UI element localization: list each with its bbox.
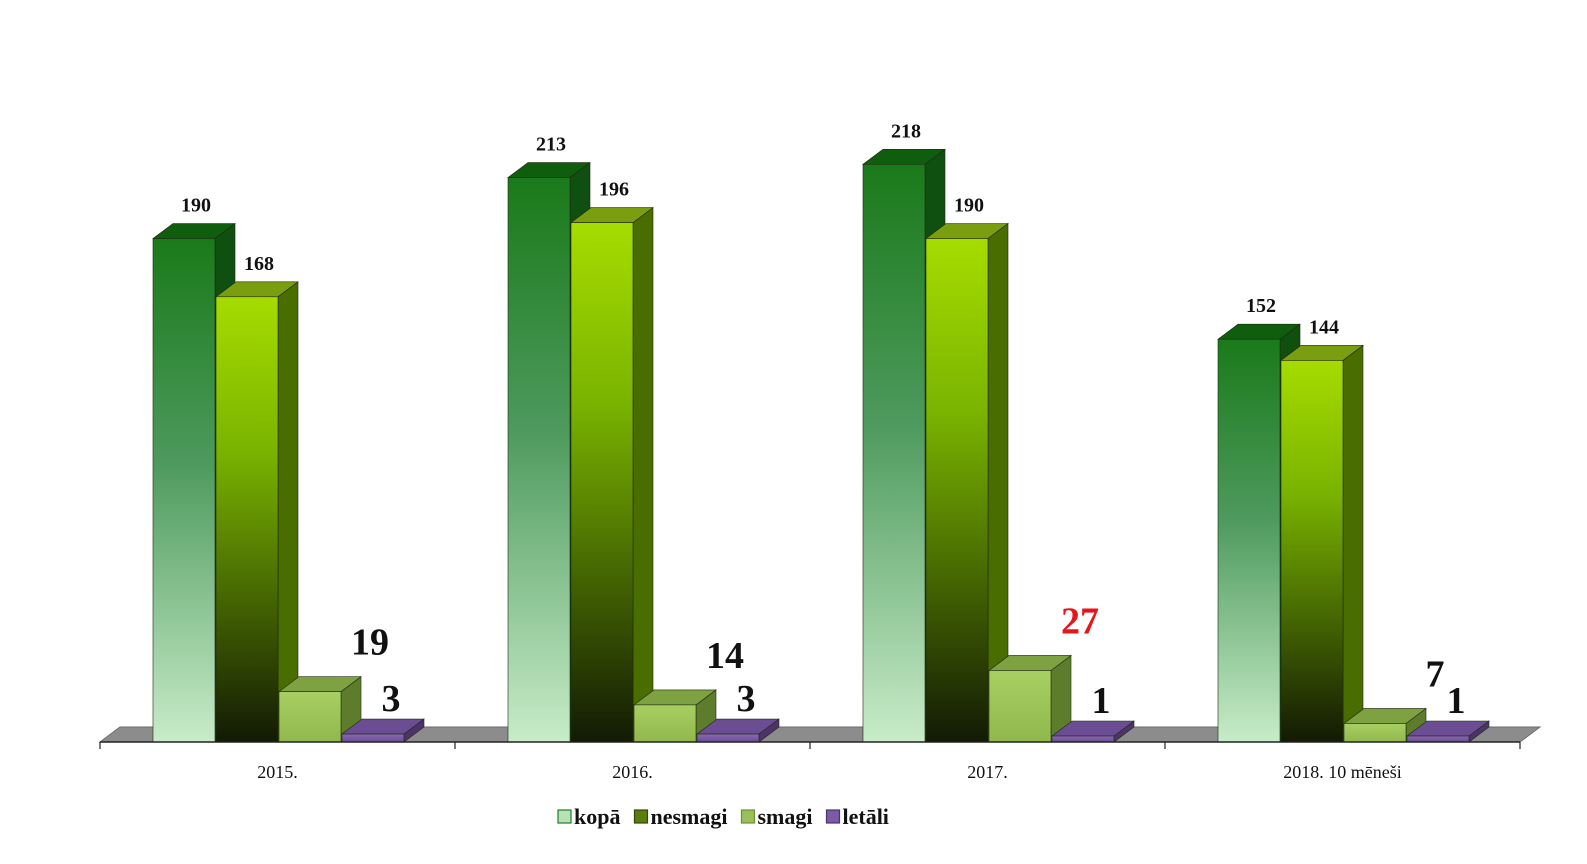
legend-item-smagi: smagi xyxy=(740,804,812,829)
data-label-letali-0: 3 xyxy=(382,678,401,720)
legend-item-kopa: kopā xyxy=(557,804,620,829)
data-label-kopa-2: 218 xyxy=(891,120,921,142)
bar-nesmagi-2 xyxy=(925,222,1009,743)
bar-letali-2 xyxy=(1051,720,1135,743)
data-label-smagi-1: 14 xyxy=(706,635,744,677)
data-label-nesmagi-1: 196 xyxy=(599,179,629,201)
bar-smagi-1 xyxy=(633,689,717,743)
legend-swatch-nesmagi xyxy=(633,809,649,824)
data-label-smagi-3: 7 xyxy=(1426,653,1445,695)
bar-nesmagi-0 xyxy=(215,281,299,743)
bar-smagi-2 xyxy=(988,654,1072,743)
legend-label-nesmagi: nesmagi xyxy=(650,804,727,829)
x-tick-label-2: 2017. xyxy=(967,762,1008,782)
data-label-letali-3: 1 xyxy=(1447,680,1466,722)
bar-nesmagi-3 xyxy=(1280,344,1364,743)
bar-nesmagi-1 xyxy=(570,207,654,743)
legend-item-nesmagi: nesmagi xyxy=(633,804,727,829)
data-label-nesmagi-0: 168 xyxy=(244,253,274,275)
legend-swatch-smagi xyxy=(740,809,756,824)
legend-label-kopa: kopā xyxy=(574,804,620,829)
x-tick-label-0: 2015. xyxy=(257,762,298,782)
bar-letali-3 xyxy=(1406,720,1490,743)
data-label-nesmagi-3: 144 xyxy=(1309,316,1339,338)
legend-swatch-letali xyxy=(825,809,841,824)
data-label-kopa-3: 152 xyxy=(1246,295,1276,317)
data-label-smagi-2: 27 xyxy=(1061,600,1099,642)
data-label-smagi-0: 19 xyxy=(351,622,389,664)
x-tick-label-1: 2016. xyxy=(612,762,653,782)
data-label-letali-2: 1 xyxy=(1092,680,1111,722)
legend-label-letali: letāli xyxy=(842,804,888,829)
legend-item-letali: letāli xyxy=(825,804,889,829)
legend-swatch-kopa xyxy=(557,809,572,824)
data-label-kopa-1: 213 xyxy=(536,134,566,156)
bar-smagi-3 xyxy=(1343,707,1427,743)
bar-letali-1 xyxy=(696,718,780,743)
data-label-kopa-0: 190 xyxy=(181,195,211,217)
legend-label-smagi: smagi xyxy=(757,804,812,829)
bar-letali-0 xyxy=(341,718,425,743)
data-label-nesmagi-2: 190 xyxy=(954,195,984,217)
data-label-letali-1: 3 xyxy=(737,678,756,720)
x-tick-label-3: 2018. 10 mēneši xyxy=(1283,762,1402,782)
